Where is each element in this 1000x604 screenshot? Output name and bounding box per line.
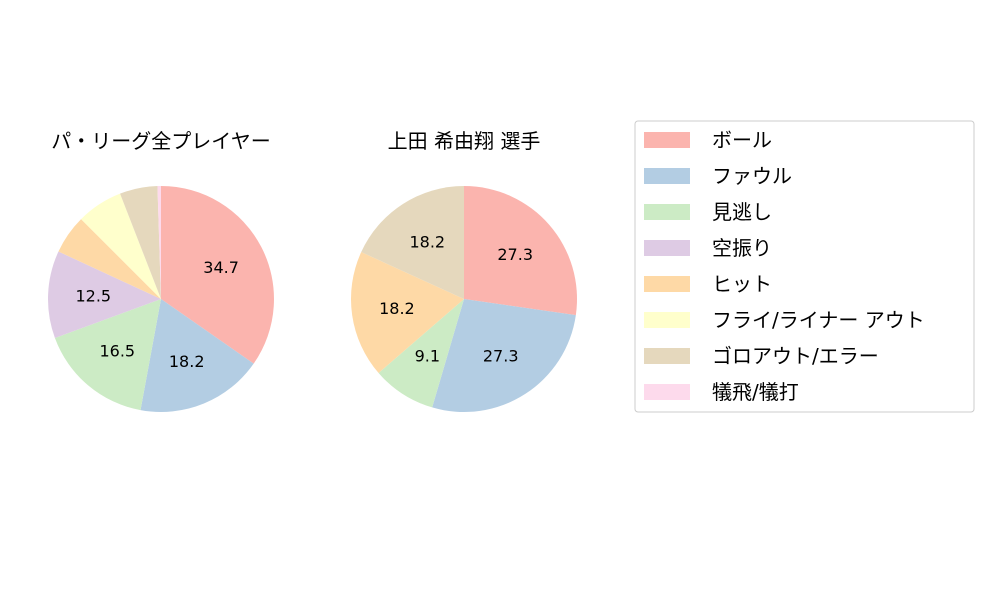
legend-label-1: ファウル [712, 164, 792, 188]
legend-label-4: ヒット [712, 272, 772, 296]
pie-slice-1-1 [432, 299, 576, 412]
legend-swatch-5 [644, 312, 690, 328]
legend-swatch-0 [644, 132, 690, 148]
pie-slice-0-6 [120, 186, 161, 299]
legend-swatch-6 [644, 348, 690, 364]
legend-label-6: ゴロアウト/エラー [712, 344, 879, 368]
slice-label-0-0: 34.7 [203, 258, 239, 277]
chart-title-league: パ・リーグ全プレイヤー [51, 129, 270, 153]
chart-title-player: 上田 希由翔 選手 [388, 129, 541, 153]
pie-player: 27.3 27.3 9.1 18.2 18.2 [350, 186, 577, 412]
slice-label-1-4: 18.2 [379, 299, 415, 318]
pie-slice-1-2 [378, 299, 464, 408]
pie-slice-0-4 [58, 219, 162, 299]
pie-slice-0-3 [47, 251, 162, 338]
legend-label-3: 空振り [712, 236, 772, 260]
legend-label-0: ボール [712, 128, 772, 152]
slice-label-1-2: 9.1 [415, 347, 440, 366]
slice-label-0-2: 16.5 [99, 341, 135, 360]
legend-swatch-1 [644, 168, 690, 184]
pie-slice-0-2 [54, 299, 161, 411]
pie-slice-0-7 [157, 186, 161, 299]
slice-label-0-1: 18.2 [169, 352, 205, 371]
pie-slice-0-5 [81, 193, 161, 299]
slice-label-0-3: 12.5 [75, 287, 111, 306]
legend-swatch-2 [644, 204, 690, 220]
pie-slice-1-4 [350, 252, 464, 373]
legend-swatch-7 [644, 384, 690, 400]
pie-slice-0-0 [161, 186, 274, 364]
slice-label-1-1: 27.3 [483, 347, 519, 366]
legend-label-7: 犠飛/犠打 [712, 380, 799, 404]
legend-swatch-3 [644, 240, 690, 256]
pie-slice-1-6 [361, 186, 464, 299]
legend-swatch-4 [644, 276, 690, 292]
legend-frame [634, 120, 975, 413]
pie-slice-1-0 [464, 186, 577, 316]
slice-label-1-6: 18.2 [409, 233, 445, 252]
pie-slice-0-1 [140, 299, 254, 412]
slice-label-1-0: 27.3 [497, 245, 533, 264]
pie-league: 34.7 18.2 16.5 12.5 [47, 186, 274, 412]
legend-label-5: フライ/ライナー アウト [712, 308, 925, 332]
legend-label-2: 見逃し [712, 200, 772, 224]
